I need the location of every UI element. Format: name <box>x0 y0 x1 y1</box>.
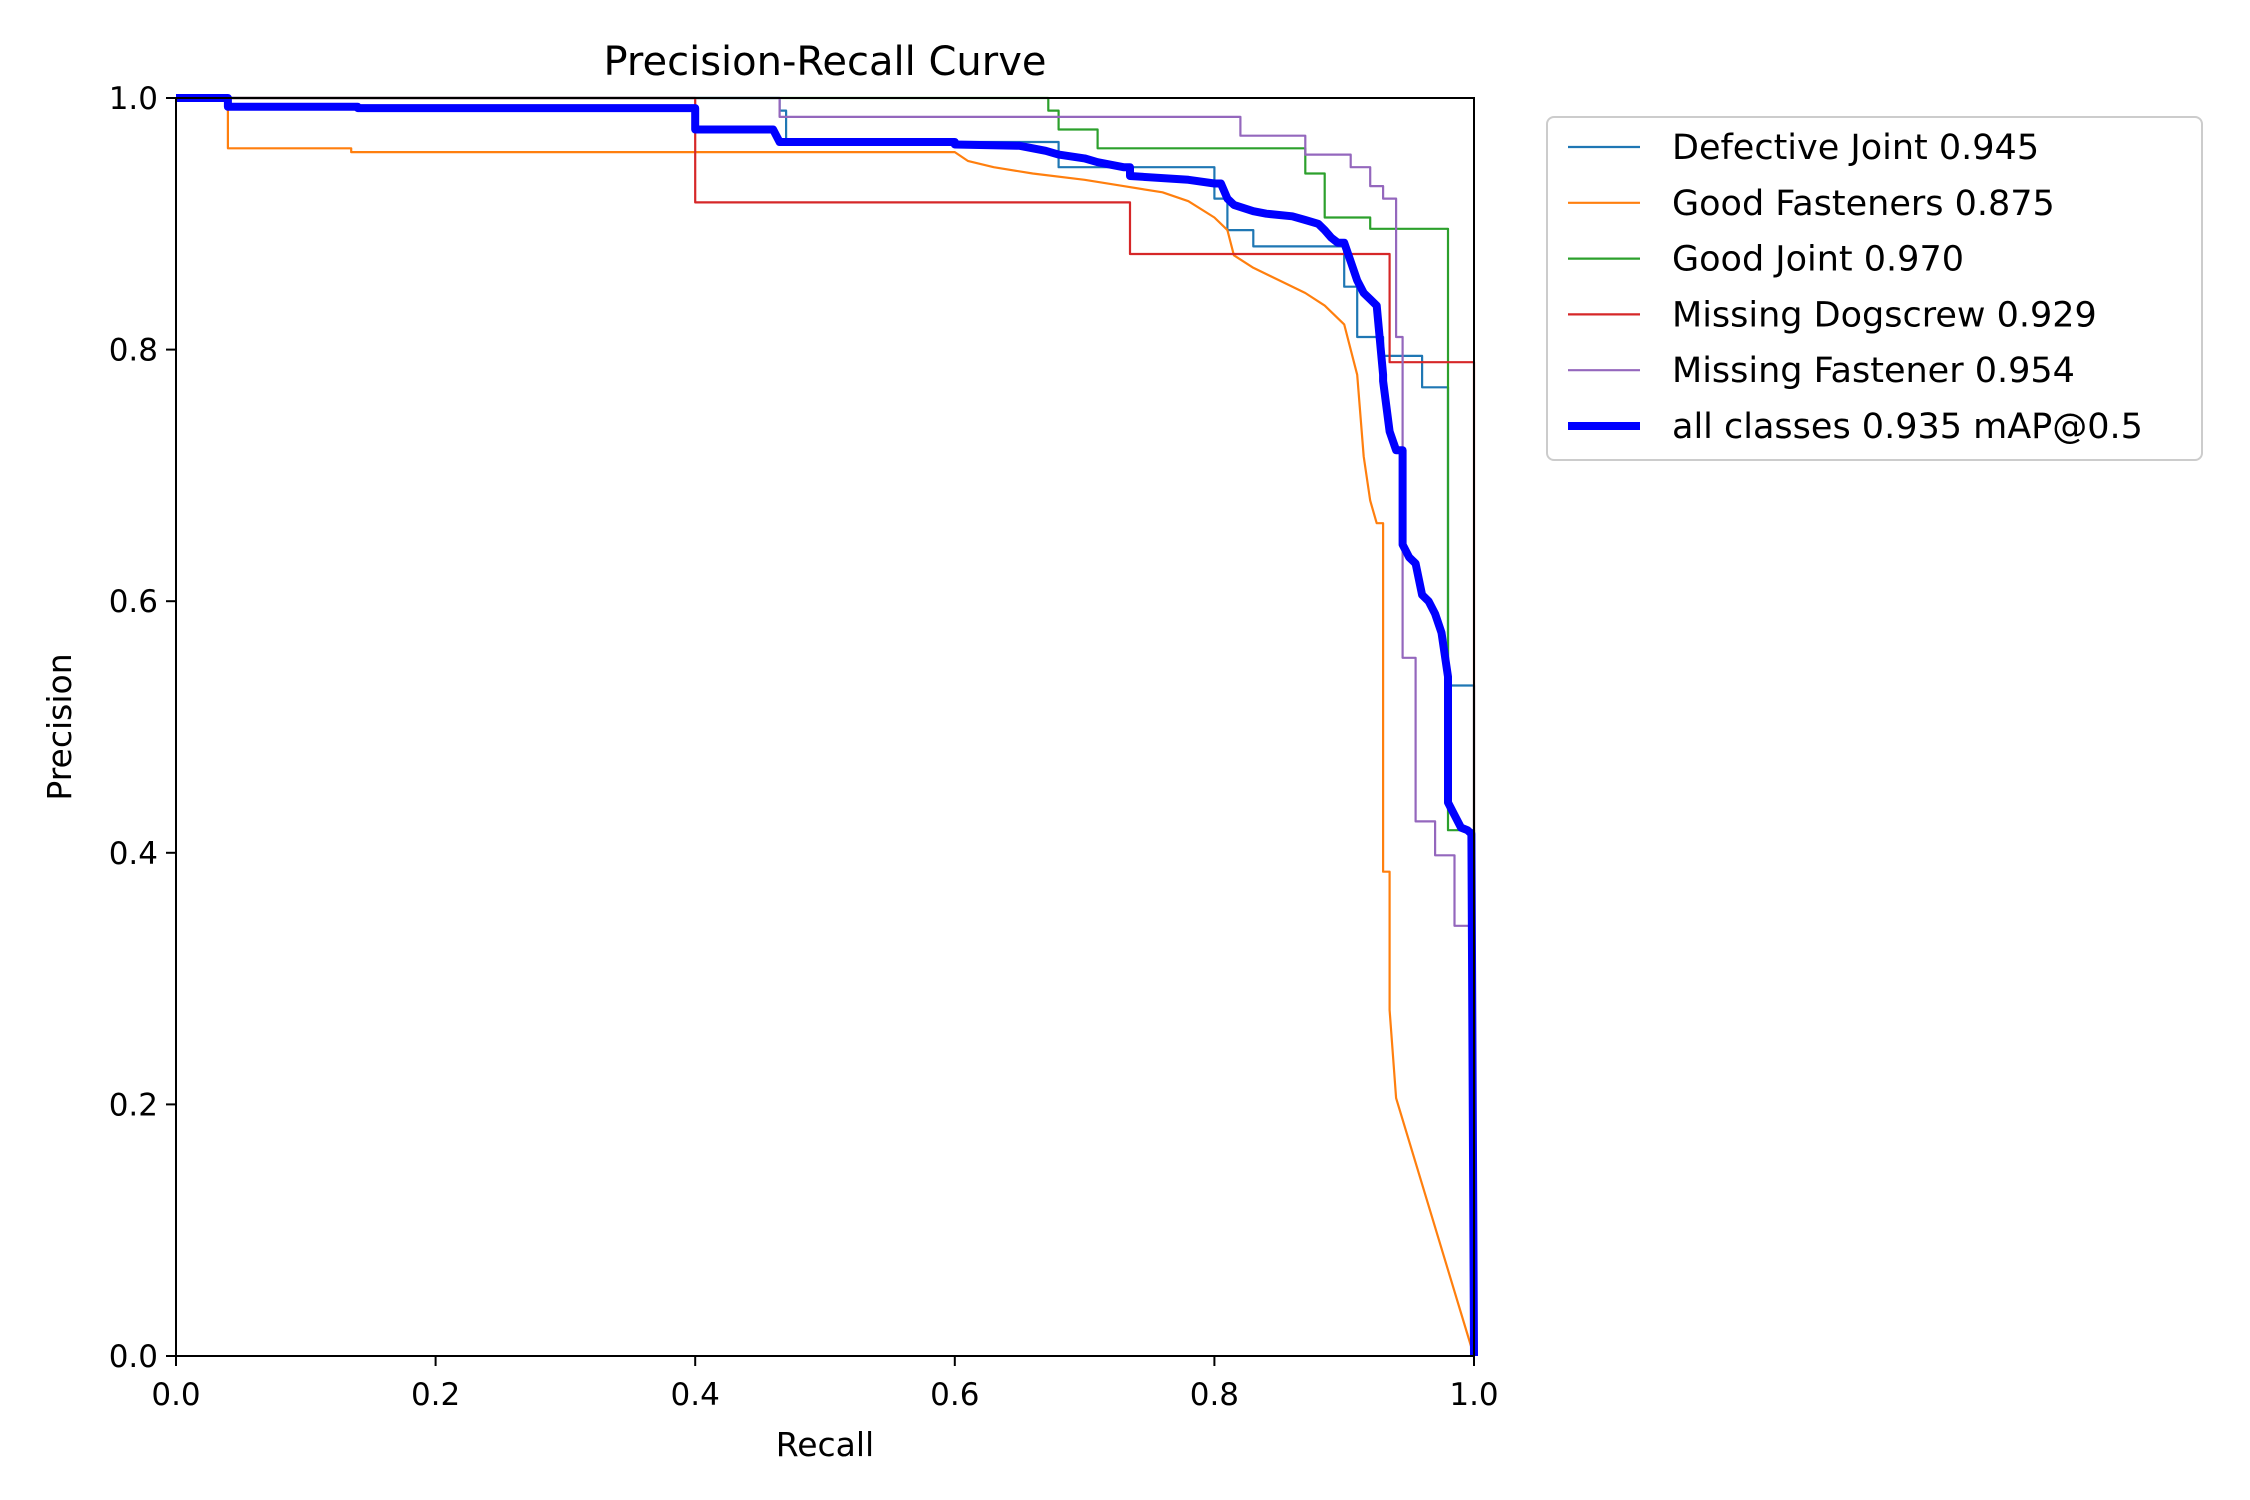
axes-frame <box>175 97 1475 1357</box>
series-line-good-fasteners-0-875 <box>176 96 1476 1357</box>
legend-label-good-joint-0-970: Good Joint 0.970 <box>1672 240 1964 280</box>
y-tick-label: 0.8 <box>109 333 158 369</box>
y-tick-label: 0.0 <box>109 1339 158 1375</box>
legend-label-all-classes-0-935-map-0-5: all classes 0.935 mAP@0.5 <box>1672 407 2143 447</box>
x-tick-label: 1.0 <box>1449 1377 1498 1413</box>
y-tick-label: 1.0 <box>109 81 158 117</box>
y-tick-label: 0.2 <box>109 1087 158 1123</box>
series-layer <box>176 94 1478 1357</box>
x-tick-label: 0.2 <box>411 1377 460 1413</box>
chart-title: Precision-Recall Curve <box>604 39 1047 85</box>
x-tick-label: 0.6 <box>930 1377 979 1413</box>
x-tick-label: 0.4 <box>671 1377 720 1413</box>
legend-items: Defective Joint 0.945 Good Fasteners 0.87… <box>1568 128 2143 447</box>
y-tick-label: 0.4 <box>109 836 158 872</box>
series-line-all-classes-0-935-map-0-5 <box>176 94 1478 1357</box>
plot-area: 0.0 0.2 0.4 0.6 0.8 1.0 0.0 0.2 0.4 0.6 0.8 1.0 <box>109 81 1499 1413</box>
y-tick-label: 0.6 <box>109 584 158 620</box>
legend-label-missing-fastener-0-954: Missing Fastener 0.954 <box>1672 351 2075 391</box>
legend-frame <box>1546 116 2203 461</box>
legend-label-defective-joint-0-945: Defective Joint 0.945 <box>1672 128 2039 168</box>
legend-label-missing-dogscrew-0-929: Missing Dogscrew 0.929 <box>1672 295 2097 335</box>
x-tick-label: 0.0 <box>151 1377 200 1413</box>
legend-label-good-fasteners-0-875: Good Fasteners 0.875 <box>1672 184 2055 224</box>
y-axis-ticks: 0.0 0.2 0.4 0.6 0.8 1.0 <box>109 81 176 1375</box>
x-axis-ticks: 0.0 0.2 0.4 0.6 0.8 1.0 <box>151 1356 1499 1413</box>
legend: Defective Joint 0.945 Good Fasteners 0.87… <box>1546 116 2203 461</box>
x-axis-label: Recall <box>776 1425 874 1464</box>
x-tick-label: 0.8 <box>1190 1377 1239 1413</box>
series-line-good-joint-0-970 <box>176 96 1476 1356</box>
y-axis-label: Precision <box>40 653 79 800</box>
series-line-missing-fastener-0-954 <box>176 96 1476 1356</box>
